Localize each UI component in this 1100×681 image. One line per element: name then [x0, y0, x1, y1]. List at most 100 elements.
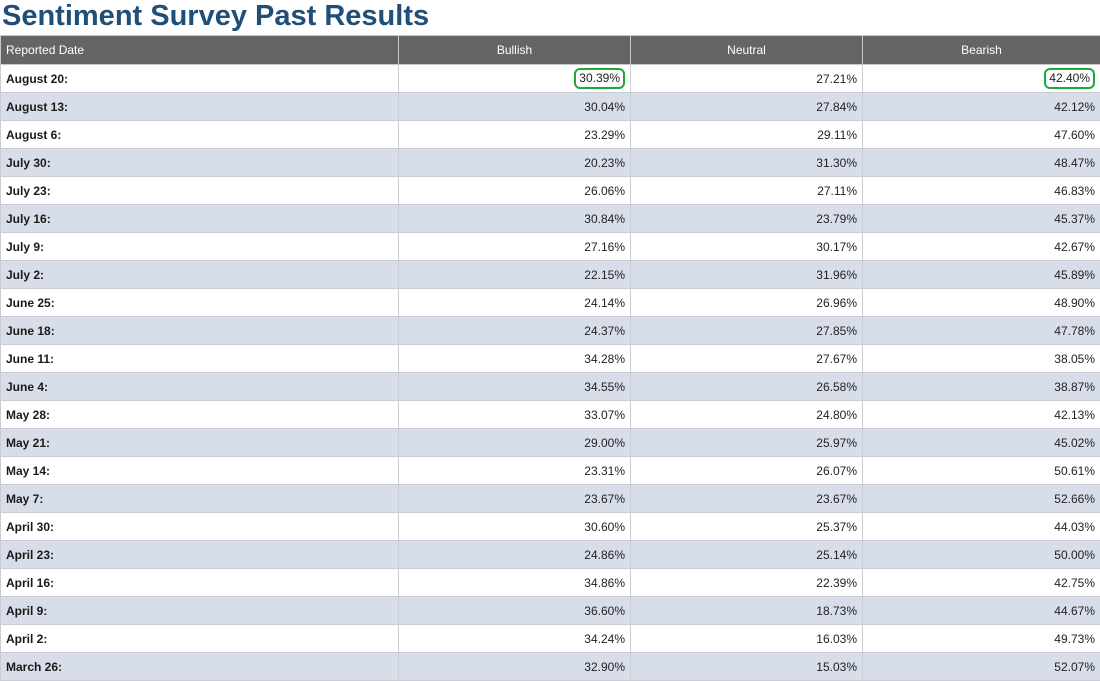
bullish-cell: 36.60% [399, 597, 631, 625]
reported-date-cell: May 14: [1, 457, 399, 485]
reported-date-cell: June 18: [1, 317, 399, 345]
table-row: August 20: 30.39% 27.21% 42.40% [1, 65, 1100, 93]
neutral-cell: 24.80% [631, 401, 863, 429]
bullish-cell: 30.84% [399, 205, 631, 233]
bullish-cell: 34.28% [399, 345, 631, 373]
neutral-cell: 25.97% [631, 429, 863, 457]
neutral-cell: 25.37% [631, 513, 863, 541]
bullish-cell: 24.86% [399, 541, 631, 569]
neutral-cell: 31.30% [631, 149, 863, 177]
reported-date-cell: July 30: [1, 149, 399, 177]
table-body: August 20: 30.39% 27.21% 42.40% August 13:30… [1, 65, 1100, 681]
neutral-cell: 27.84% [631, 93, 863, 121]
bearish-cell: 47.60% [863, 121, 1100, 149]
table-row: August 13:30.04%27.84%42.12% [1, 93, 1100, 121]
neutral-cell: 26.07% [631, 457, 863, 485]
table-row: April 16:34.86%22.39%42.75% [1, 569, 1100, 597]
bearish-cell: 42.12% [863, 93, 1100, 121]
neutral-cell: 27.67% [631, 345, 863, 373]
bearish-cell: 42.40% [863, 65, 1100, 93]
page-title: Sentiment Survey Past Results [0, 0, 1100, 35]
bearish-cell: 42.13% [863, 401, 1100, 429]
bearish-cell: 42.67% [863, 233, 1100, 261]
reported-date-cell: June 25: [1, 289, 399, 317]
table-row: July 2:22.15%31.96%45.89% [1, 261, 1100, 289]
bearish-cell: 38.87% [863, 373, 1100, 401]
table-row: April 9:36.60%18.73%44.67% [1, 597, 1100, 625]
table-row: July 16:30.84%23.79%45.37% [1, 205, 1100, 233]
bearish-cell: 45.37% [863, 205, 1100, 233]
column-header-neutral: Neutral [631, 36, 863, 65]
bullish-cell: 34.86% [399, 569, 631, 597]
reported-date-cell: July 23: [1, 177, 399, 205]
table-row: June 25:24.14%26.96%48.90% [1, 289, 1100, 317]
neutral-cell: 29.11% [631, 121, 863, 149]
bullish-cell: 24.37% [399, 317, 631, 345]
column-header-bearish: Bearish [863, 36, 1100, 65]
bearish-cell: 48.90% [863, 289, 1100, 317]
table-row: June 18:24.37%27.85%47.78% [1, 317, 1100, 345]
neutral-cell: 26.96% [631, 289, 863, 317]
reported-date-cell: July 16: [1, 205, 399, 233]
bearish-highlighted-value: 42.40% [1044, 68, 1095, 89]
bullish-cell: 30.39% [399, 65, 631, 93]
bullish-cell: 20.23% [399, 149, 631, 177]
reported-date-cell: April 9: [1, 597, 399, 625]
reported-date-cell: April 2: [1, 625, 399, 653]
reported-date-cell: July 9: [1, 233, 399, 261]
neutral-cell: 22.39% [631, 569, 863, 597]
bearish-cell: 50.00% [863, 541, 1100, 569]
table-row: March 26:32.90%15.03%52.07% [1, 653, 1100, 681]
table-header-row: Reported Date Bullish Neutral Bearish [1, 36, 1100, 65]
bullish-cell: 29.00% [399, 429, 631, 457]
table-row: April 30:30.60%25.37%44.03% [1, 513, 1100, 541]
neutral-cell: 23.79% [631, 205, 863, 233]
column-header-reported-date: Reported Date [1, 36, 399, 65]
bullish-cell: 23.67% [399, 485, 631, 513]
bearish-cell: 42.75% [863, 569, 1100, 597]
reported-date-cell: August 20: [1, 65, 399, 93]
column-header-bullish: Bullish [399, 36, 631, 65]
bearish-cell: 52.07% [863, 653, 1100, 681]
bullish-cell: 30.60% [399, 513, 631, 541]
bearish-cell: 46.83% [863, 177, 1100, 205]
table-row: June 4:34.55%26.58%38.87% [1, 373, 1100, 401]
bearish-cell: 45.02% [863, 429, 1100, 457]
sentiment-results-table: Reported Date Bullish Neutral Bearish Au… [0, 35, 1100, 681]
bearish-cell: 52.66% [863, 485, 1100, 513]
table-row: May 7:23.67%23.67%52.66% [1, 485, 1100, 513]
table-row: May 28:33.07%24.80%42.13% [1, 401, 1100, 429]
reported-date-cell: May 28: [1, 401, 399, 429]
bearish-cell: 45.89% [863, 261, 1100, 289]
neutral-cell: 26.58% [631, 373, 863, 401]
table-row: June 11:34.28%27.67%38.05% [1, 345, 1100, 373]
bearish-cell: 47.78% [863, 317, 1100, 345]
neutral-cell: 27.85% [631, 317, 863, 345]
bullish-cell: 23.29% [399, 121, 631, 149]
bearish-cell: 50.61% [863, 457, 1100, 485]
table-row: July 30:20.23%31.30%48.47% [1, 149, 1100, 177]
neutral-cell: 30.17% [631, 233, 863, 261]
neutral-cell: 23.67% [631, 485, 863, 513]
bearish-cell: 44.67% [863, 597, 1100, 625]
table-row: April 2:34.24%16.03%49.73% [1, 625, 1100, 653]
bullish-cell: 34.55% [399, 373, 631, 401]
bullish-highlighted-value: 30.39% [574, 68, 625, 89]
bullish-cell: 23.31% [399, 457, 631, 485]
table-row: May 14:23.31%26.07%50.61% [1, 457, 1100, 485]
bullish-cell: 32.90% [399, 653, 631, 681]
reported-date-cell: April 16: [1, 569, 399, 597]
table-row: May 21:29.00%25.97%45.02% [1, 429, 1100, 457]
table-row: August 6:23.29%29.11%47.60% [1, 121, 1100, 149]
reported-date-cell: March 26: [1, 653, 399, 681]
neutral-cell: 27.21% [631, 65, 863, 93]
bearish-cell: 49.73% [863, 625, 1100, 653]
reported-date-cell: June 11: [1, 345, 399, 373]
reported-date-cell: April 30: [1, 513, 399, 541]
bullish-cell: 26.06% [399, 177, 631, 205]
table-row: July 9:27.16%30.17%42.67% [1, 233, 1100, 261]
bullish-cell: 27.16% [399, 233, 631, 261]
table-row: April 23:24.86%25.14%50.00% [1, 541, 1100, 569]
neutral-cell: 15.03% [631, 653, 863, 681]
bearish-cell: 48.47% [863, 149, 1100, 177]
